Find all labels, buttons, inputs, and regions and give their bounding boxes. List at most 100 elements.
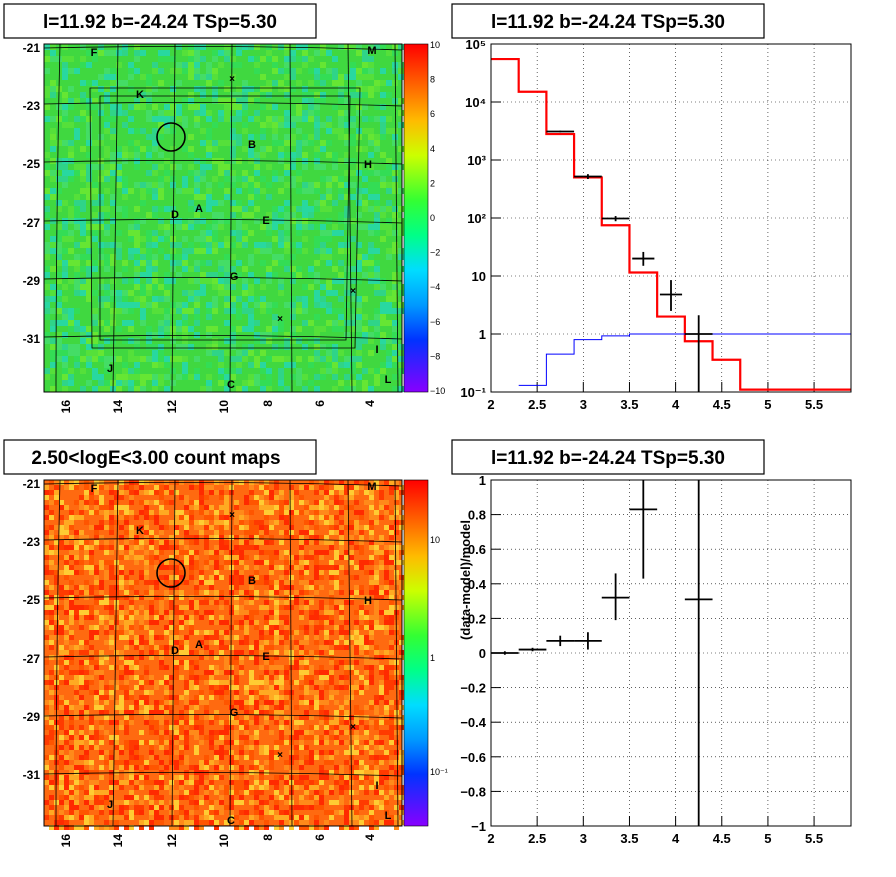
map-pixel bbox=[234, 555, 239, 560]
map-pixel bbox=[176, 254, 182, 260]
map-pixel bbox=[374, 86, 380, 92]
map-pixel bbox=[74, 770, 79, 775]
map-pixel bbox=[129, 580, 134, 585]
map-pixel bbox=[362, 116, 368, 122]
map-pixel bbox=[320, 344, 326, 350]
map-pixel bbox=[182, 68, 188, 74]
map-pixel bbox=[149, 680, 154, 685]
map-pixel bbox=[69, 680, 74, 685]
map-pixel bbox=[128, 152, 134, 158]
map-pixel bbox=[84, 755, 89, 760]
map-pixel bbox=[139, 705, 144, 710]
map-pixel bbox=[69, 600, 74, 605]
map-pixel bbox=[134, 705, 139, 710]
source-label: C bbox=[227, 379, 235, 391]
map-pixel bbox=[184, 745, 189, 750]
map-pixel bbox=[219, 810, 224, 815]
map-pixel bbox=[200, 164, 206, 170]
map-pixel bbox=[92, 104, 98, 110]
map-pixel bbox=[122, 146, 128, 152]
map-pixel bbox=[89, 680, 94, 685]
map-pixel bbox=[349, 555, 354, 560]
map-pixel bbox=[152, 230, 158, 236]
map-pixel bbox=[94, 480, 99, 485]
map-pixel bbox=[314, 640, 319, 645]
map-pixel bbox=[199, 500, 204, 505]
map-pixel bbox=[279, 505, 284, 510]
map-pixel bbox=[249, 610, 254, 615]
map-pixel bbox=[364, 765, 369, 770]
map-pixel bbox=[230, 128, 236, 134]
map-pixel bbox=[334, 530, 339, 535]
map-pixel bbox=[359, 805, 364, 810]
map-pixel bbox=[229, 680, 234, 685]
map-pixel bbox=[339, 545, 344, 550]
map-pixel bbox=[144, 670, 149, 675]
map-pixel bbox=[94, 530, 99, 535]
map-pixel bbox=[386, 182, 392, 188]
map-pixel bbox=[304, 580, 309, 585]
map-pixel bbox=[309, 600, 314, 605]
map-pixel bbox=[368, 338, 374, 344]
map-pixel bbox=[64, 555, 69, 560]
map-pixel bbox=[109, 640, 114, 645]
map-pixel bbox=[158, 374, 164, 380]
map-pixel bbox=[324, 630, 329, 635]
map-pixel bbox=[274, 655, 279, 660]
map-pixel bbox=[44, 740, 49, 745]
map-pixel bbox=[248, 308, 254, 314]
map-pixel bbox=[254, 645, 259, 650]
map-pixel bbox=[320, 206, 326, 212]
map-pixel bbox=[110, 296, 116, 302]
map-pixel bbox=[199, 615, 204, 620]
map-pixel bbox=[184, 715, 189, 720]
map-pixel bbox=[124, 645, 129, 650]
map-pixel bbox=[349, 575, 354, 580]
map-pixel bbox=[189, 500, 194, 505]
map-pixel bbox=[50, 188, 56, 194]
map-pixel bbox=[64, 680, 69, 685]
map-pixel bbox=[188, 56, 194, 62]
map-pixel bbox=[44, 194, 50, 200]
map-pixel bbox=[338, 80, 344, 86]
map-pixel bbox=[389, 780, 394, 785]
map-pixel bbox=[139, 820, 144, 825]
map-pixel bbox=[266, 116, 272, 122]
map-pixel bbox=[59, 620, 64, 625]
map-pixel bbox=[314, 98, 320, 104]
map-pixel bbox=[229, 485, 234, 490]
map-pixel bbox=[284, 356, 290, 362]
map-pixel bbox=[134, 610, 139, 615]
map-pixel bbox=[314, 260, 320, 266]
map-pixel bbox=[229, 820, 234, 825]
map-pixel bbox=[299, 760, 304, 765]
map-pixel bbox=[69, 770, 74, 775]
map-pixel bbox=[146, 302, 152, 308]
map-pixel bbox=[254, 610, 259, 615]
map-pixel bbox=[379, 650, 384, 655]
map-pixel bbox=[64, 795, 69, 800]
map-pixel bbox=[344, 194, 350, 200]
map-pixel bbox=[332, 104, 338, 110]
map-pixel bbox=[146, 344, 152, 350]
map-pixel bbox=[359, 735, 364, 740]
map-pixel bbox=[339, 725, 344, 730]
map-pixel bbox=[299, 565, 304, 570]
map-pixel bbox=[284, 200, 290, 206]
map-pixel bbox=[174, 610, 179, 615]
map-pixel bbox=[374, 515, 379, 520]
map-pixel bbox=[49, 720, 54, 725]
map-pixel bbox=[164, 625, 169, 630]
map-pixel bbox=[164, 540, 169, 545]
map-pixel bbox=[274, 720, 279, 725]
map-pixel bbox=[56, 242, 62, 248]
map-pixel bbox=[79, 730, 84, 735]
map-pixel bbox=[104, 485, 109, 490]
map-pixel bbox=[124, 510, 129, 515]
map-pixel bbox=[349, 520, 354, 525]
map-pixel bbox=[209, 490, 214, 495]
map-pixel bbox=[379, 565, 384, 570]
map-pixel bbox=[309, 580, 314, 585]
map-pixel bbox=[364, 560, 369, 565]
